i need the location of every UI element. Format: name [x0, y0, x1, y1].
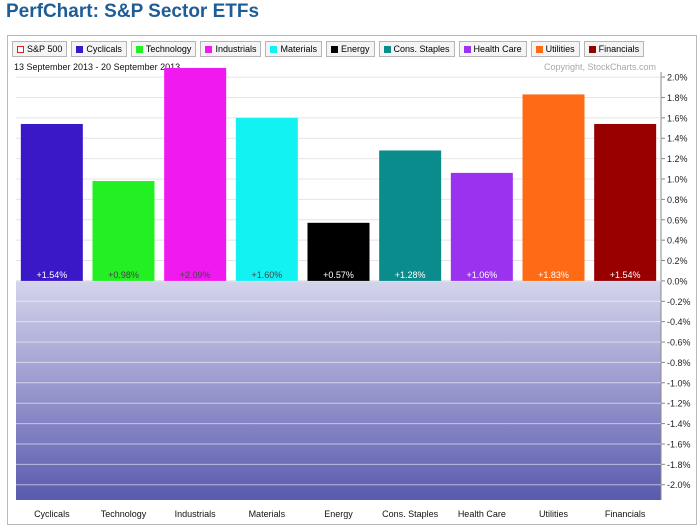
legend-label: Industrials — [215, 44, 257, 54]
y-tick-label: -0.8% — [667, 358, 691, 368]
value-label: +1.54% — [36, 270, 67, 280]
legend-swatch — [76, 45, 84, 53]
page-title: PerfChart: S&P Sector ETFs — [6, 1, 260, 22]
x-tick-label: Industrials — [175, 509, 217, 519]
legend-label: Health Care — [473, 44, 522, 54]
value-label: +1.54% — [610, 270, 641, 280]
legend-swatch — [330, 45, 338, 53]
legend-item-cyclicals[interactable]: Cyclicals — [71, 41, 127, 57]
legend-label: Technology — [145, 44, 192, 54]
legend-item-technology[interactable]: Technology — [130, 41, 197, 57]
date-range: 13 September 2013 - 20 September 2013 — [14, 62, 181, 72]
y-tick-label: -1.2% — [667, 399, 691, 409]
copyright-notice: Copyright, StockCharts.com — [544, 62, 657, 72]
x-tick-label: Health Care — [458, 509, 506, 519]
legend-swatch — [463, 45, 471, 53]
y-tick-label: -2.0% — [667, 480, 691, 490]
y-tick-label: 1.0% — [667, 175, 688, 185]
legend-swatch — [135, 45, 143, 53]
x-tick-label: Financials — [605, 509, 646, 519]
bar-industrials[interactable] — [164, 67, 227, 281]
value-label: +1.06% — [466, 270, 497, 280]
legend-swatch — [270, 45, 278, 53]
y-tick-label: -1.6% — [667, 439, 691, 449]
legend-swatch — [205, 45, 213, 53]
value-label: +0.57% — [323, 270, 354, 280]
x-tick-label: Technology — [101, 509, 147, 519]
y-tick-label: -0.4% — [667, 317, 691, 327]
y-tick-label: 0.8% — [667, 195, 688, 205]
y-tick-label: -0.2% — [667, 297, 691, 307]
value-label: +1.83% — [538, 270, 569, 280]
value-label: +1.60% — [251, 270, 282, 280]
legend-label: Cyclicals — [86, 44, 122, 54]
legend-item-s-p-500[interactable]: S&P 500 — [12, 41, 68, 57]
y-tick-label: -1.0% — [667, 378, 691, 388]
y-tick-label: 0.4% — [667, 236, 688, 246]
y-tick-label: -1.4% — [667, 419, 691, 429]
x-tick-label: Energy — [324, 509, 353, 519]
value-label: +1.28% — [395, 270, 426, 280]
legend-swatch — [383, 45, 391, 53]
legend-swatch — [535, 45, 543, 53]
legend-item-financials[interactable]: Financials — [583, 41, 645, 57]
bar-cons-staples[interactable] — [379, 150, 442, 281]
value-label: +0.98% — [108, 270, 139, 280]
y-tick-label: -1.8% — [667, 460, 691, 470]
bar-health-care[interactable] — [450, 172, 513, 281]
bar-cyclicals[interactable] — [20, 123, 83, 281]
negative-region — [16, 280, 661, 500]
legend-item-health-care[interactable]: Health Care — [458, 41, 527, 57]
legend-swatch — [17, 45, 24, 53]
bar-utilities[interactable] — [522, 94, 585, 281]
bar-energy[interactable] — [307, 222, 370, 281]
y-tick-label: 0.6% — [667, 215, 688, 225]
legend-item-cons-staples[interactable]: Cons. Staples — [378, 41, 455, 57]
bar-financials[interactable] — [594, 123, 657, 281]
legend-item-energy[interactable]: Energy — [325, 41, 375, 57]
legend-label: Financials — [598, 44, 640, 54]
x-tick-label: Cons. Staples — [382, 509, 439, 519]
y-tick-label: 2.0% — [667, 73, 688, 83]
bar-materials[interactable] — [235, 117, 298, 281]
bar-technology[interactable] — [92, 181, 155, 281]
legend-label: Utilities — [545, 44, 575, 54]
x-tick-label: Utilities — [539, 509, 569, 519]
legend-label: Energy — [340, 44, 370, 54]
legend-item-materials[interactable]: Materials — [265, 41, 322, 57]
y-tick-label: 0.2% — [667, 256, 688, 266]
y-tick-label: 1.4% — [667, 134, 688, 144]
legend-item-industrials[interactable]: Industrials — [200, 41, 262, 57]
legend-label: Cons. Staples — [393, 44, 450, 54]
y-tick-label: 1.2% — [667, 154, 688, 164]
y-tick-label: 1.8% — [667, 93, 688, 103]
x-tick-label: Materials — [249, 509, 286, 519]
y-tick-label: 0.0% — [667, 276, 688, 286]
x-tick-label: Cyclicals — [34, 509, 70, 519]
legend-label: S&P 500 — [27, 44, 63, 54]
legend-item-utilities[interactable]: Utilities — [530, 41, 580, 57]
y-tick-label: -0.6% — [667, 338, 691, 348]
value-label: +2.09% — [180, 270, 211, 280]
legend-label: Materials — [280, 44, 317, 54]
y-tick-label: 1.6% — [667, 113, 688, 123]
legend-swatch — [588, 45, 596, 53]
legend: S&P 500 Cyclicals Technology Industrials Mat… — [12, 41, 645, 57]
